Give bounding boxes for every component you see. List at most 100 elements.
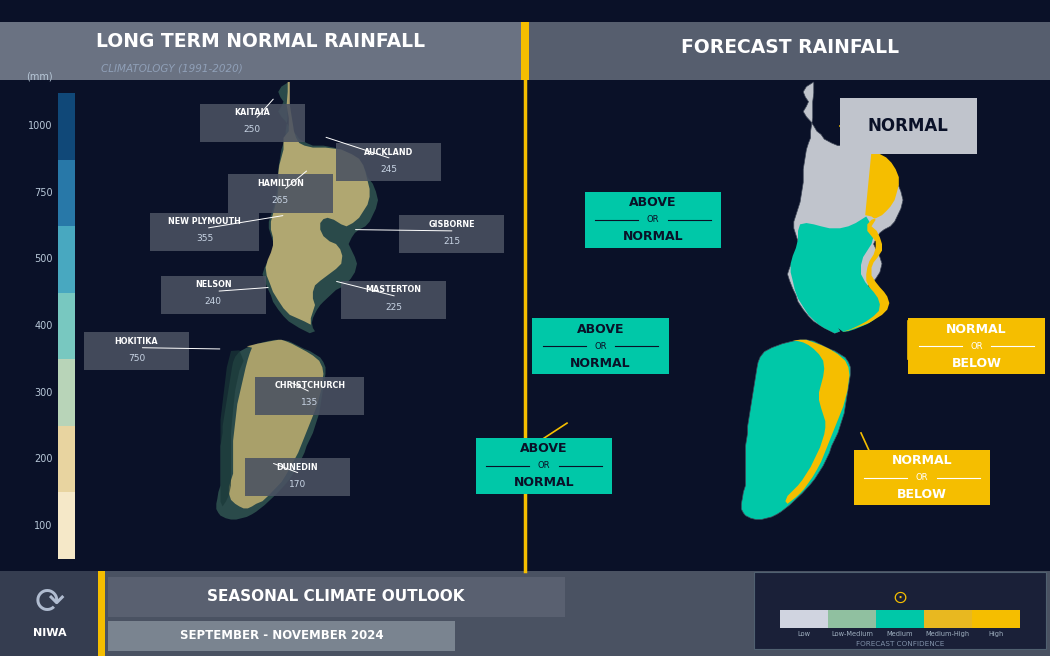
Bar <box>228 174 333 213</box>
Bar <box>0 22 523 80</box>
Text: MASTERTON: MASTERTON <box>365 285 422 295</box>
Polygon shape <box>791 216 882 333</box>
Bar <box>108 577 565 617</box>
Text: ⊙: ⊙ <box>892 589 907 607</box>
Text: NEW PLYMOUTH: NEW PLYMOUTH <box>168 217 242 226</box>
Bar <box>245 458 350 496</box>
Text: 250: 250 <box>244 125 260 134</box>
Bar <box>840 98 976 154</box>
Bar <box>399 215 504 253</box>
Text: 100: 100 <box>34 521 52 531</box>
Text: SEPTEMBER - NOVEMBER 2024: SEPTEMBER - NOVEMBER 2024 <box>180 629 383 642</box>
Bar <box>527 22 1050 80</box>
Polygon shape <box>216 340 326 520</box>
Text: CLIMATOLOGY (1991-2020): CLIMATOLOGY (1991-2020) <box>102 64 244 74</box>
Bar <box>585 192 721 247</box>
Bar <box>828 610 876 628</box>
Text: FORECAST CONFIDENCE: FORECAST CONFIDENCE <box>856 642 944 647</box>
Text: OR: OR <box>538 461 550 470</box>
Bar <box>876 610 924 628</box>
Text: HAMILTON: HAMILTON <box>257 179 303 188</box>
Bar <box>521 22 529 80</box>
Bar <box>58 93 75 159</box>
Text: 750: 750 <box>128 354 145 363</box>
Polygon shape <box>229 340 323 508</box>
Text: BELOW: BELOW <box>951 357 1002 370</box>
Text: OR: OR <box>970 342 983 351</box>
Text: Medium-High: Medium-High <box>926 631 970 637</box>
Text: BELOW: BELOW <box>897 488 947 501</box>
Text: Medium: Medium <box>886 631 914 637</box>
Polygon shape <box>788 82 903 333</box>
Bar <box>854 450 990 505</box>
Text: 265: 265 <box>272 196 289 205</box>
Bar <box>336 143 441 181</box>
Polygon shape <box>741 340 850 520</box>
Bar <box>908 318 1045 374</box>
Text: ABOVE: ABOVE <box>520 442 568 455</box>
Polygon shape <box>785 340 849 504</box>
Polygon shape <box>266 82 370 325</box>
Bar <box>0 571 1050 656</box>
Text: NORMAL: NORMAL <box>623 230 684 243</box>
Bar <box>150 213 259 251</box>
Bar <box>58 159 75 226</box>
Text: NORMAL: NORMAL <box>867 117 949 135</box>
Polygon shape <box>220 350 244 506</box>
Bar <box>108 621 455 651</box>
Text: 215: 215 <box>443 237 460 246</box>
Text: NELSON: NELSON <box>195 280 231 289</box>
Text: OR: OR <box>594 342 607 351</box>
Text: NORMAL: NORMAL <box>891 454 952 467</box>
Text: AUCKLAND: AUCKLAND <box>364 148 413 157</box>
Text: FORECAST RAINFALL: FORECAST RAINFALL <box>680 38 899 56</box>
Text: 500: 500 <box>34 255 52 264</box>
Text: Low: Low <box>798 631 811 637</box>
Bar <box>58 226 75 293</box>
Bar <box>98 571 105 656</box>
Text: 300: 300 <box>34 388 52 398</box>
Bar <box>754 572 1046 649</box>
Text: 200: 200 <box>34 454 52 464</box>
Text: NORMAL: NORMAL <box>513 476 574 489</box>
Bar <box>341 281 446 319</box>
Text: 135: 135 <box>301 398 318 407</box>
Bar <box>84 332 189 370</box>
Text: NORMAL: NORMAL <box>946 323 1007 336</box>
Polygon shape <box>262 82 378 333</box>
Text: HOKITIKA: HOKITIKA <box>114 337 159 346</box>
Bar <box>58 359 75 426</box>
Text: NIWA: NIWA <box>33 628 66 638</box>
Text: 240: 240 <box>205 297 222 306</box>
Text: ABOVE: ABOVE <box>576 323 625 336</box>
Text: ⟳: ⟳ <box>35 585 64 619</box>
Text: LONG TERM NORMAL RAINFALL: LONG TERM NORMAL RAINFALL <box>96 33 425 51</box>
Text: 170: 170 <box>289 480 306 489</box>
Bar <box>924 610 971 628</box>
Text: 355: 355 <box>196 234 213 243</box>
Text: 225: 225 <box>385 302 402 312</box>
Bar <box>58 293 75 359</box>
Text: GISBORNE: GISBORNE <box>428 220 475 229</box>
Bar <box>780 610 828 628</box>
Bar <box>161 276 266 314</box>
Text: ABOVE: ABOVE <box>629 196 677 209</box>
Text: 750: 750 <box>34 188 52 198</box>
Bar <box>200 104 304 142</box>
Text: 400: 400 <box>34 321 52 331</box>
Text: High: High <box>988 631 1003 637</box>
Bar <box>58 493 75 559</box>
Text: OR: OR <box>647 215 659 224</box>
Text: CHRISTCHURCH: CHRISTCHURCH <box>274 381 345 390</box>
Text: DUNEDIN: DUNEDIN <box>276 462 318 472</box>
Text: KAITAIA: KAITAIA <box>234 108 270 117</box>
Bar <box>476 438 612 493</box>
Text: (mm): (mm) <box>26 72 52 82</box>
Text: SEASONAL CLIMATE OUTLOOK: SEASONAL CLIMATE OUTLOOK <box>207 590 465 604</box>
Bar <box>971 610 1020 628</box>
Text: 1000: 1000 <box>28 121 52 131</box>
Bar <box>532 318 669 374</box>
Text: NORMAL: NORMAL <box>570 357 631 370</box>
Polygon shape <box>842 151 899 332</box>
Text: OR: OR <box>916 473 928 482</box>
